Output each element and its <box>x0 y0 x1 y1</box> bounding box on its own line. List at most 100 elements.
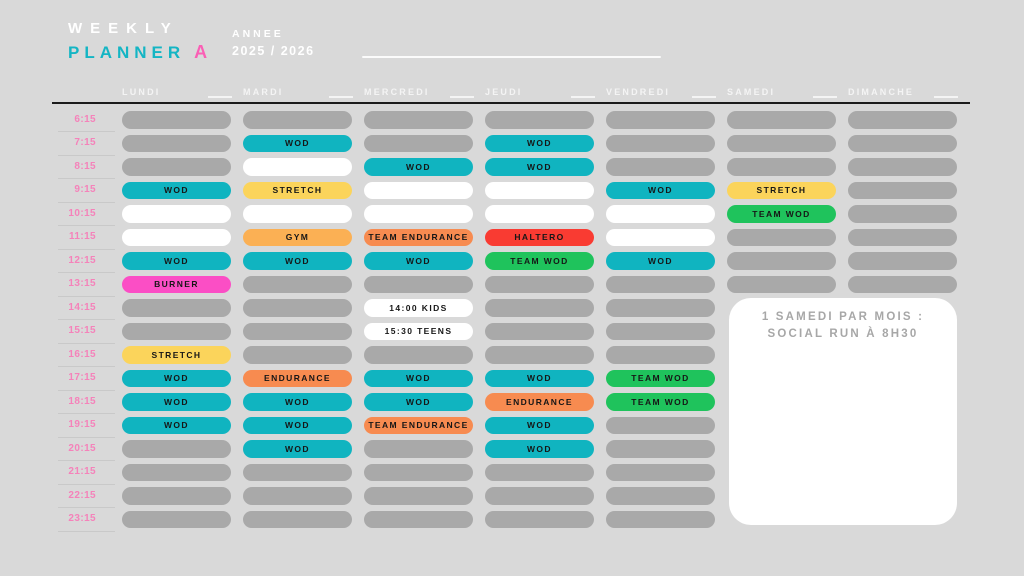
time-row-separator <box>58 460 115 462</box>
pill-label: TEAM WOD <box>510 255 569 266</box>
pill-jeudi-1015 <box>485 205 594 223</box>
pill-label: ENDURANCE <box>264 373 331 384</box>
pill-vendredi-915: WOD <box>606 181 715 199</box>
day-underline-dimanche <box>934 96 958 98</box>
title-planner: PLANNER A <box>68 42 207 63</box>
day-label-lundi: LUNDI <box>122 87 161 97</box>
time-row-separator <box>58 436 115 438</box>
day-label-dimanche: DIMANCHE <box>848 87 915 97</box>
pill-mercredi-1815: WOD <box>364 393 473 411</box>
pill-mardi-1415 <box>243 299 352 317</box>
pill-label: 15:30 TEENS <box>384 326 453 337</box>
pill-dimanche-1115 <box>848 228 957 246</box>
pill-jeudi-1315 <box>485 275 594 293</box>
time-row-separator <box>58 225 115 227</box>
pill-vendredi-1915 <box>606 416 715 434</box>
time-label-1515: 15:15 <box>68 325 96 336</box>
pill-vendredi-1815: TEAM WOD <box>606 393 715 411</box>
pill-jeudi-1215: TEAM WOD <box>485 252 594 270</box>
title-weekly: WEEKLY <box>68 20 179 37</box>
time-row-separator <box>58 295 115 297</box>
table-top-border <box>52 102 970 104</box>
time-label-2015: 20:15 <box>68 442 96 454</box>
pill-dimanche-1315 <box>848 275 957 293</box>
pill-mercredi-1715: WOD <box>364 369 473 387</box>
pill-mercredi-1915: TEAM ENDURANCE <box>364 416 473 434</box>
note-line-2: SOCIAL RUN À 8H30 <box>767 328 919 340</box>
pill-lundi-915: WOD <box>122 181 231 199</box>
pill-samedi-915: STRETCH <box>727 181 836 199</box>
pill-label: TEAM ENDURANCE <box>368 232 469 243</box>
pill-mercredi-1315 <box>364 275 473 293</box>
time-label-715: 7:15 <box>74 137 96 148</box>
pill-samedi-1115 <box>727 228 836 246</box>
time-label-1115: 11:15 <box>68 231 96 242</box>
pill-vendredi-1315 <box>606 275 715 293</box>
day-underline-vendredi <box>692 96 716 98</box>
pill-label: WOD <box>527 161 552 172</box>
day-header-lundi: LUNDI <box>122 85 232 99</box>
time-row-separator <box>58 248 115 250</box>
pill-vendredi-1515 <box>606 322 715 340</box>
pill-vendredi-815 <box>606 158 715 176</box>
pill-lundi-715 <box>122 134 231 152</box>
pill-mardi-2015: WOD <box>243 440 352 458</box>
time-row-separator <box>58 389 115 391</box>
pill-jeudi-1515 <box>485 322 594 340</box>
pill-jeudi-2115 <box>485 463 594 481</box>
time-row-separator <box>58 507 115 509</box>
pill-lundi-2015 <box>122 440 231 458</box>
pill-mardi-1915: WOD <box>243 416 352 434</box>
pill-label: TEAM WOD <box>752 208 811 219</box>
day-label-vendredi: VENDREDI <box>606 87 671 97</box>
pill-mercredi-1515: 15:30 TEENS <box>364 322 473 340</box>
pill-jeudi-715: WOD <box>485 134 594 152</box>
time-label-1015: 10:15 <box>68 207 96 219</box>
pill-label: STRETCH <box>756 185 807 196</box>
time-row-separator <box>58 413 115 415</box>
day-header-samedi: SAMEDI <box>727 85 837 99</box>
pill-vendredi-1715: TEAM WOD <box>606 369 715 387</box>
pill-jeudi-1615 <box>485 346 594 364</box>
pill-label: TEAM WOD <box>631 373 690 384</box>
pill-mardi-615 <box>243 111 352 129</box>
time-label-1815: 18:15 <box>68 395 96 407</box>
pill-label: WOD <box>406 161 431 172</box>
day-label-jeudi: JEUDI <box>485 87 523 97</box>
pill-mercredi-915 <box>364 181 473 199</box>
day-label-samedi: SAMEDI <box>727 87 776 97</box>
pill-label: WOD <box>285 420 310 431</box>
pill-lundi-1615: STRETCH <box>122 346 231 364</box>
time-label-915: 9:15 <box>74 184 96 195</box>
pill-label: WOD <box>164 185 189 196</box>
title-planner-text: PLANNER <box>68 43 186 62</box>
pill-dimanche-615 <box>848 111 957 129</box>
pill-label: STRETCH <box>272 185 323 196</box>
pill-vendredi-2315 <box>606 510 715 528</box>
pill-jeudi-2215 <box>485 487 594 505</box>
planner-title: WEEKLY PLANNER A <box>68 19 207 63</box>
time-row-separator <box>58 201 115 203</box>
time-row-separator <box>58 131 115 133</box>
time-row-separator <box>58 530 115 532</box>
time-label-1215: 12:15 <box>68 254 96 266</box>
pill-samedi-1215 <box>727 252 836 270</box>
time-row-separator <box>58 342 115 344</box>
year-label: ANNEE <box>232 28 284 40</box>
pill-label: TEAM ENDURANCE <box>368 420 469 431</box>
pill-mercredi-1415: 14:00 KIDS <box>364 299 473 317</box>
pill-mardi-1015 <box>243 205 352 223</box>
pill-mardi-2315 <box>243 510 352 528</box>
pill-mercredi-715 <box>364 134 473 152</box>
pill-jeudi-615 <box>485 111 594 129</box>
pill-dimanche-815 <box>848 158 957 176</box>
pill-label: WOD <box>406 396 431 407</box>
pill-lundi-1915: WOD <box>122 416 231 434</box>
day-underline-mercredi <box>450 96 474 98</box>
pill-label: GYM <box>285 232 310 243</box>
header-underline-line <box>362 56 661 58</box>
time-label-1315: 13:15 <box>68 278 96 289</box>
day-underline-jeudi <box>571 96 595 98</box>
pill-samedi-1315 <box>727 275 836 293</box>
pill-mercredi-2015 <box>364 440 473 458</box>
